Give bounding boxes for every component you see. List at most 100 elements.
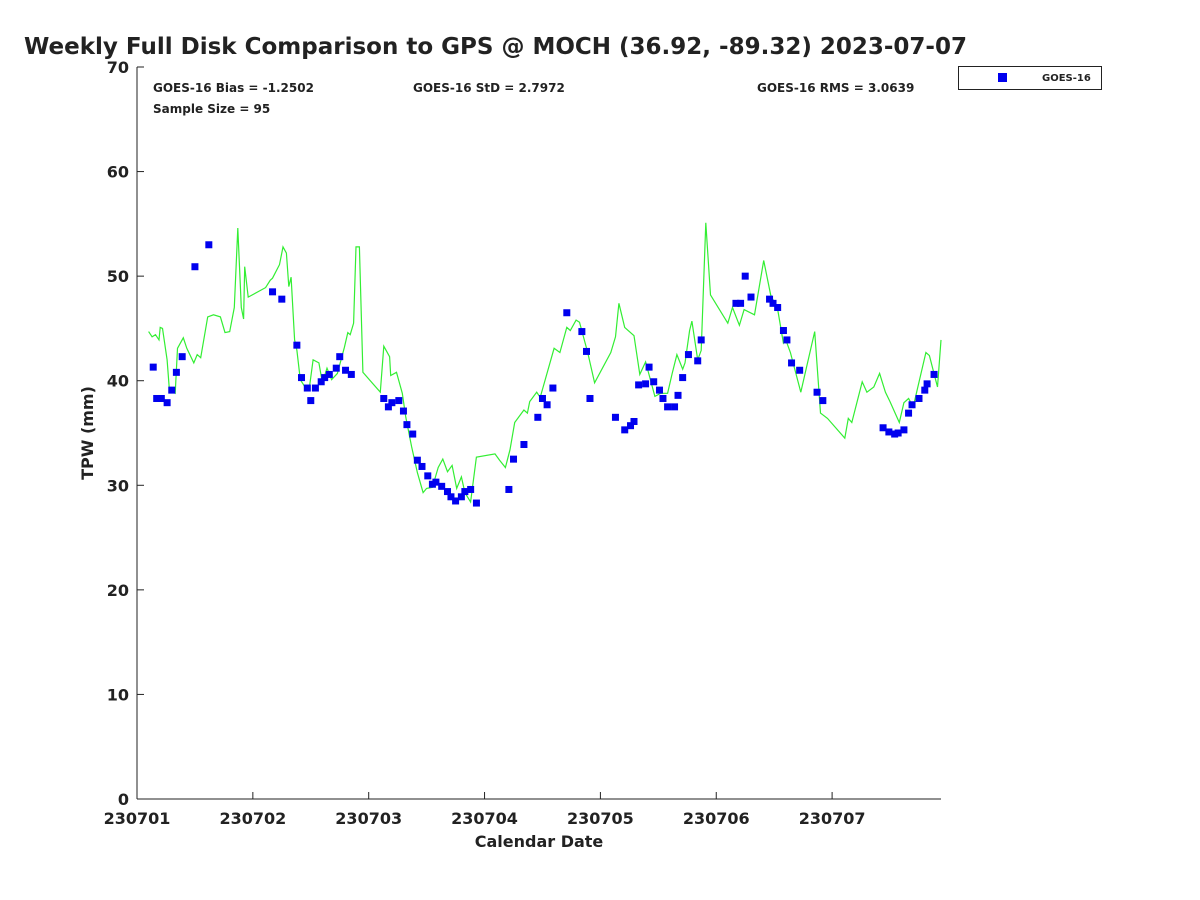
goes-data-point	[905, 409, 913, 417]
goes-data-point	[157, 394, 165, 402]
y-axis-label: TPW (mm)	[78, 386, 97, 480]
goes-data-point	[737, 299, 745, 307]
legend-label-goes: GOES-16	[1042, 73, 1091, 84]
goes-data-point	[885, 428, 893, 436]
y-tick-label: 10	[107, 685, 129, 704]
goes-data-point	[650, 378, 658, 386]
goes-data-point	[796, 366, 804, 374]
goes-data-point	[413, 456, 421, 464]
goes-data-point	[694, 357, 702, 365]
goes-data-point	[472, 499, 480, 507]
goes-data-point	[510, 455, 518, 463]
goes-data-point	[293, 341, 301, 349]
goes-data-point	[645, 363, 653, 371]
x-axis-label: Calendar Date	[475, 832, 604, 851]
goes-data-point	[307, 397, 315, 405]
goes-data-point	[635, 381, 643, 389]
goes-data-point	[930, 370, 938, 378]
goes-data-point	[380, 394, 388, 402]
goes-data-point	[642, 380, 650, 388]
goes-data-point	[538, 394, 546, 402]
goes-data-point	[788, 359, 796, 367]
goes-data-point	[191, 263, 199, 271]
goes-data-point	[819, 397, 827, 405]
goes-data-point	[403, 421, 411, 429]
goes-data-point	[205, 241, 213, 249]
goes-data-point	[311, 384, 319, 392]
goes-data-point	[879, 424, 887, 432]
goes-data-point	[611, 413, 619, 421]
goes-data-point	[384, 403, 392, 411]
goes-data-point	[621, 426, 629, 434]
plot-area: 0 10 20 30 40 50 60 70 230701 230702 230703 230704…	[104, 58, 942, 828]
goes-data-point	[399, 407, 407, 415]
y-ticks: 0 10 20 30 40 50 60 70	[107, 58, 144, 809]
goes-data-point	[424, 472, 432, 480]
y-tick-label: 0	[118, 790, 129, 809]
goes-data-point	[321, 374, 329, 382]
goes-data-point	[447, 493, 455, 501]
y-tick-label: 40	[107, 372, 129, 391]
chart-title: Weekly Full Disk Comparison to GPS @ MOC…	[24, 34, 967, 60]
goes-data-point	[659, 394, 667, 402]
x-tick-label: 230705	[567, 809, 634, 828]
goes-data-point	[915, 394, 923, 402]
x-tick-label: 230702	[219, 809, 286, 828]
goes-data-point	[747, 293, 755, 301]
goes-data-point	[578, 328, 586, 336]
goes-data-point	[178, 353, 186, 361]
goes-data-point	[452, 497, 460, 505]
bias-annotation: GOES-16 Bias = -1.2502	[153, 81, 314, 95]
goes-data-point	[342, 366, 350, 374]
goes-data-point	[432, 478, 440, 486]
x-tick-label: 230706	[683, 809, 750, 828]
goes-data-point	[697, 336, 705, 344]
goes-data-point	[505, 485, 513, 493]
rms-annotation: GOES-16 RMS = 3.0639	[757, 81, 914, 95]
goes-series-points	[149, 241, 938, 507]
goes-data-point	[457, 493, 465, 501]
goes-data-point	[168, 386, 176, 394]
goes-data-point	[783, 336, 791, 344]
goes-data-point	[900, 426, 908, 434]
goes-data-point	[732, 299, 740, 307]
goes-data-point	[336, 353, 344, 361]
goes-data-point	[153, 394, 161, 402]
goes-data-point	[923, 380, 931, 388]
goes-data-point	[149, 363, 157, 371]
goes-data-point	[461, 488, 469, 496]
goes-data-point	[655, 386, 663, 394]
goes-data-point	[317, 378, 325, 386]
goes-data-point	[467, 485, 475, 493]
goes-data-point	[303, 384, 311, 392]
y-tick-label: 50	[107, 267, 129, 286]
x-tick-label: 230701	[104, 809, 171, 828]
goes-data-point	[630, 417, 638, 425]
goes-data-point	[679, 374, 687, 382]
goes-data-point	[163, 399, 171, 407]
goes-data-point	[813, 388, 821, 396]
goes-data-point	[921, 386, 929, 394]
goes-data-point	[769, 299, 777, 307]
goes-data-point	[549, 384, 557, 392]
goes-data-point	[388, 399, 396, 407]
goes-data-point	[684, 351, 692, 359]
x-tick-label: 230707	[799, 809, 866, 828]
gps-series-line	[148, 222, 942, 504]
std-annotation: GOES-16 StD = 2.7972	[413, 81, 565, 95]
legend-box	[958, 66, 1102, 90]
goes-data-point	[582, 347, 590, 355]
goes-data-point	[774, 304, 782, 312]
x-tick-label: 230703	[335, 809, 402, 828]
goes-data-point	[563, 309, 571, 317]
goes-data-point	[671, 403, 679, 411]
goes-data-point	[674, 391, 682, 399]
goes-data-point	[627, 422, 635, 430]
y-tick-label: 20	[107, 581, 129, 600]
x-ticks: 230701 230702 230703 230704 230705 230706 2307…	[104, 792, 866, 828]
goes-data-point	[269, 288, 277, 296]
x-tick-label: 230704	[451, 809, 518, 828]
goes-data-point	[908, 401, 916, 409]
goes-data-point	[741, 272, 749, 280]
